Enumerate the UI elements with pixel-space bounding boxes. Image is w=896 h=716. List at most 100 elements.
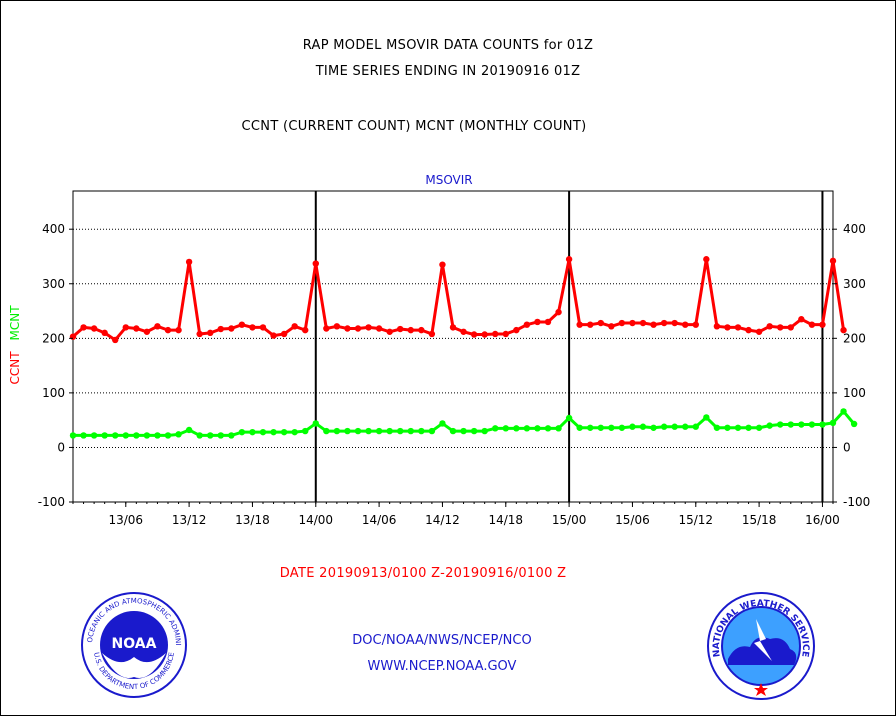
data-point-ccnt — [291, 323, 298, 330]
data-point-mcnt — [819, 421, 826, 428]
x-tick-label: 15/12 — [678, 513, 713, 527]
data-point-mcnt — [375, 427, 383, 435]
data-point-ccnt — [133, 325, 140, 332]
data-point-mcnt — [228, 432, 235, 439]
plot-title: MSOVIR — [425, 173, 472, 187]
data-point-ccnt — [555, 308, 562, 316]
data-point-ccnt — [587, 321, 594, 328]
data-point-mcnt — [597, 424, 604, 431]
y-tick-label-left: -100 — [38, 495, 65, 509]
data-point-mcnt — [798, 421, 805, 428]
y-tick-label-left: 400 — [42, 222, 65, 236]
data-point-ccnt — [618, 319, 626, 327]
data-point-ccnt — [207, 329, 214, 337]
data-point-mcnt — [302, 427, 309, 435]
data-point-ccnt — [312, 260, 319, 267]
data-point-mcnt — [249, 428, 256, 436]
data-point-ccnt — [238, 321, 246, 328]
data-point-mcnt — [238, 428, 246, 436]
y-tick-label-right: 200 — [843, 331, 866, 345]
x-tick-label: 13/18 — [235, 513, 270, 527]
data-point-mcnt — [291, 428, 298, 436]
data-point-mcnt — [439, 420, 446, 427]
data-point-mcnt — [618, 424, 626, 431]
data-point-ccnt — [280, 330, 288, 338]
series-mcnt — [69, 408, 858, 439]
data-point-ccnt — [502, 330, 509, 338]
data-point-ccnt — [692, 321, 699, 328]
data-point-ccnt — [428, 330, 436, 338]
y-tick-label-left: 300 — [42, 277, 65, 291]
data-point-mcnt — [544, 425, 552, 432]
data-point-mcnt — [576, 424, 583, 431]
data-point-ccnt — [713, 323, 721, 330]
data-point-mcnt — [745, 424, 752, 431]
data-point-ccnt — [819, 321, 826, 328]
data-point-ccnt — [523, 321, 531, 328]
data-point-mcnt — [397, 427, 404, 435]
data-point-ccnt — [397, 325, 404, 333]
data-point-ccnt — [154, 323, 161, 330]
data-point-mcnt — [69, 432, 77, 439]
x-tick-label: 14/18 — [488, 513, 523, 527]
x-tick-label: 15/06 — [615, 513, 650, 527]
y-tick-label-right: 300 — [843, 277, 866, 291]
x-tick-label: 14/12 — [425, 513, 460, 527]
data-point-mcnt — [280, 428, 288, 436]
data-point-mcnt — [154, 432, 161, 439]
data-point-mcnt — [587, 424, 594, 431]
y-tick-label-right: 400 — [843, 222, 866, 236]
data-point-mcnt — [787, 421, 794, 428]
data-point-mcnt — [766, 422, 773, 429]
data-point-mcnt — [513, 425, 520, 432]
data-point-ccnt — [798, 316, 805, 323]
data-point-ccnt — [228, 325, 235, 332]
data-point-ccnt — [682, 321, 689, 328]
y-tick-label-left: 0 — [57, 440, 65, 454]
data-point-ccnt — [175, 326, 182, 334]
data-point-mcnt — [502, 425, 509, 432]
x-tick-label: 14/00 — [298, 513, 333, 527]
data-point-ccnt — [460, 328, 467, 335]
x-tick-label: 15/18 — [742, 513, 777, 527]
data-point-mcnt — [428, 427, 436, 435]
data-point-mcnt — [660, 423, 668, 430]
data-point-mcnt — [703, 414, 710, 421]
data-point-mcnt — [122, 432, 129, 439]
y-tick-label-right: 100 — [843, 386, 866, 400]
data-point-mcnt — [755, 424, 763, 431]
data-point-ccnt — [69, 333, 77, 340]
y-axis-label-ccnt: CCNT — [8, 351, 22, 385]
x-tick-label: 13/12 — [172, 513, 207, 527]
data-point-ccnt — [703, 256, 710, 263]
data-point-ccnt — [270, 332, 277, 339]
nws-logo: NATIONAL WEATHER SERVICE — [707, 592, 815, 700]
data-point-mcnt — [470, 427, 478, 435]
day-separator-lines — [314, 191, 824, 502]
date-range-label: DATE 20190913/0100 Z-20190916/0100 Z — [279, 566, 567, 581]
data-point-ccnt — [101, 329, 108, 337]
data-point-mcnt — [850, 420, 858, 428]
chart-subtitle: CCNT (CURRENT COUNT) MCNT (MONTHLY COUNT… — [241, 119, 587, 134]
data-point-mcnt — [692, 423, 699, 430]
data-point-ccnt — [302, 326, 309, 334]
data-point-ccnt — [90, 325, 98, 332]
data-point-mcnt — [207, 432, 214, 439]
data-point-ccnt — [333, 323, 341, 330]
data-point-ccnt — [629, 319, 636, 327]
data-point-ccnt — [829, 257, 837, 265]
y-tick-label-right: 0 — [843, 440, 851, 454]
data-point-ccnt — [608, 323, 615, 330]
data-point-ccnt — [418, 326, 425, 334]
data-point-mcnt — [101, 432, 108, 439]
data-point-ccnt — [660, 319, 668, 327]
data-point-ccnt — [407, 326, 414, 334]
data-point-ccnt — [597, 319, 604, 327]
data-point-mcnt — [650, 424, 657, 431]
data-point-mcnt — [492, 425, 499, 432]
data-point-ccnt — [745, 326, 752, 334]
data-point-ccnt — [259, 324, 267, 331]
data-point-mcnt — [777, 421, 784, 428]
data-point-mcnt — [90, 432, 98, 439]
data-point-ccnt — [196, 330, 203, 338]
